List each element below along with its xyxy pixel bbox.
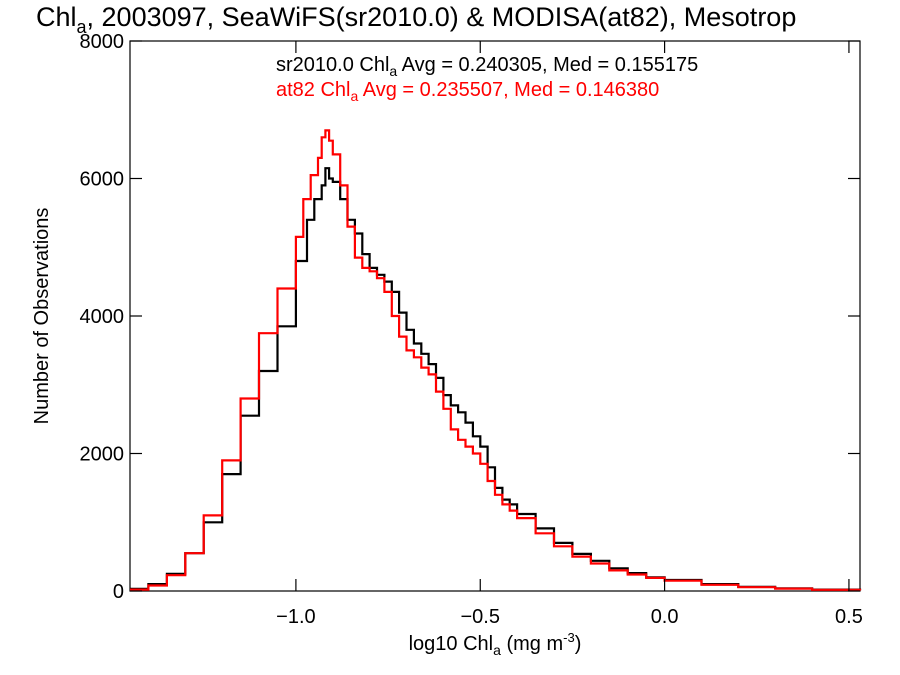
x-tick-label: 0.0 bbox=[651, 606, 679, 628]
y-tick-label: 0 bbox=[113, 581, 124, 603]
chart-title: Chla, 2003097, SeaWiFS(sr2010.0) & MODIS… bbox=[36, 2, 796, 37]
series-layer bbox=[130, 129, 862, 591]
y-axis-label: Number of Observations bbox=[31, 208, 53, 425]
x-tick-label: 0.5 bbox=[835, 606, 863, 628]
x-tick-label: −1.0 bbox=[276, 606, 315, 628]
x-axis-label: log10 Chla (mg m-3) bbox=[409, 630, 582, 658]
legend: sr2010.0 Chla Avg = 0.240305, Med = 0.15… bbox=[276, 54, 698, 104]
series-line-at82 bbox=[130, 129, 862, 591]
y-tick-label: 4000 bbox=[80, 306, 125, 328]
x-tick-label: −0.5 bbox=[461, 606, 500, 628]
y-tick-labels: 0 2000 4000 6000 8000 bbox=[80, 31, 125, 603]
y-tick-label: 6000 bbox=[80, 169, 125, 191]
y-tick-label: 8000 bbox=[80, 31, 125, 53]
tick-marks bbox=[130, 40, 860, 592]
series-line-sr2010 bbox=[130, 167, 862, 591]
plot-frame bbox=[129, 40, 861, 592]
x-tick-labels: −1.0 −0.5 0.0 0.5 bbox=[276, 606, 863, 628]
legend-entry-at82: at82 Chla Avg = 0.235507, Med = 0.146380 bbox=[276, 79, 659, 104]
y-tick-label: 2000 bbox=[80, 444, 125, 466]
legend-entry-sr2010: sr2010.0 Chla Avg = 0.240305, Med = 0.15… bbox=[276, 54, 698, 79]
